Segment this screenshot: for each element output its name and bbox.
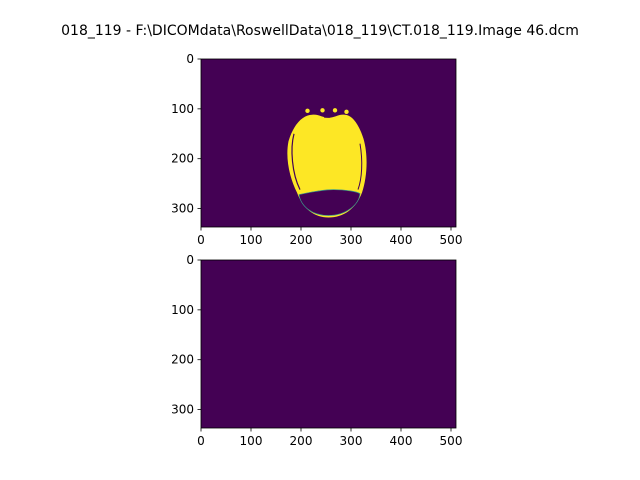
y-tick-label: 300 xyxy=(171,202,194,216)
bottom-image-frame xyxy=(200,259,457,429)
x-tick-label: 400 xyxy=(390,434,413,448)
x-tick-label: 500 xyxy=(440,434,463,448)
mask-protrusion xyxy=(332,108,338,113)
x-tick-label: 100 xyxy=(240,434,263,448)
mask-lower-cavity xyxy=(298,189,361,216)
bottom-x-axis: 0 100 200 300 400 500 xyxy=(197,428,462,448)
top-mask-region xyxy=(287,108,367,218)
x-tick-label: 200 xyxy=(290,233,313,247)
x-tick-label: 300 xyxy=(340,434,363,448)
bottom-image-panel: 0 100 200 300 400 500 0 100 200 300 xyxy=(171,253,462,448)
x-tick-label: 100 xyxy=(240,233,263,247)
mask-protrusion xyxy=(320,108,325,113)
mask-protrusion xyxy=(344,109,349,115)
y-tick-label: 0 xyxy=(186,253,194,267)
x-tick-label: 0 xyxy=(197,233,205,247)
y-tick-label: 100 xyxy=(171,102,194,116)
x-tick-label: 300 xyxy=(340,233,363,247)
mask-right-gap xyxy=(357,143,363,190)
top-image-frame xyxy=(200,58,457,228)
mask-left-gap xyxy=(291,133,301,190)
bottom-y-axis: 0 100 200 300 xyxy=(171,253,201,417)
mask-top-notch xyxy=(324,111,330,118)
x-tick-label: 200 xyxy=(290,434,313,448)
top-image-panel: 0 100 200 300 400 500 0 100 200 300 xyxy=(171,52,462,247)
x-tick-label: 0 xyxy=(197,434,205,448)
y-tick-label: 200 xyxy=(171,152,194,166)
y-tick-label: 300 xyxy=(171,403,194,417)
mask-protrusion xyxy=(305,108,310,114)
y-tick-label: 0 xyxy=(186,52,194,66)
y-tick-label: 100 xyxy=(171,303,194,317)
bottom-image-background xyxy=(201,260,456,428)
figure-title: 018_119 - F:\DICOMdata\RoswellData\018_1… xyxy=(61,23,579,39)
top-x-axis: 0 100 200 300 400 500 xyxy=(197,227,462,247)
top-y-axis: 0 100 200 300 xyxy=(171,52,201,216)
x-tick-label: 500 xyxy=(440,233,463,247)
y-tick-label: 200 xyxy=(171,353,194,367)
x-tick-label: 400 xyxy=(390,233,413,247)
